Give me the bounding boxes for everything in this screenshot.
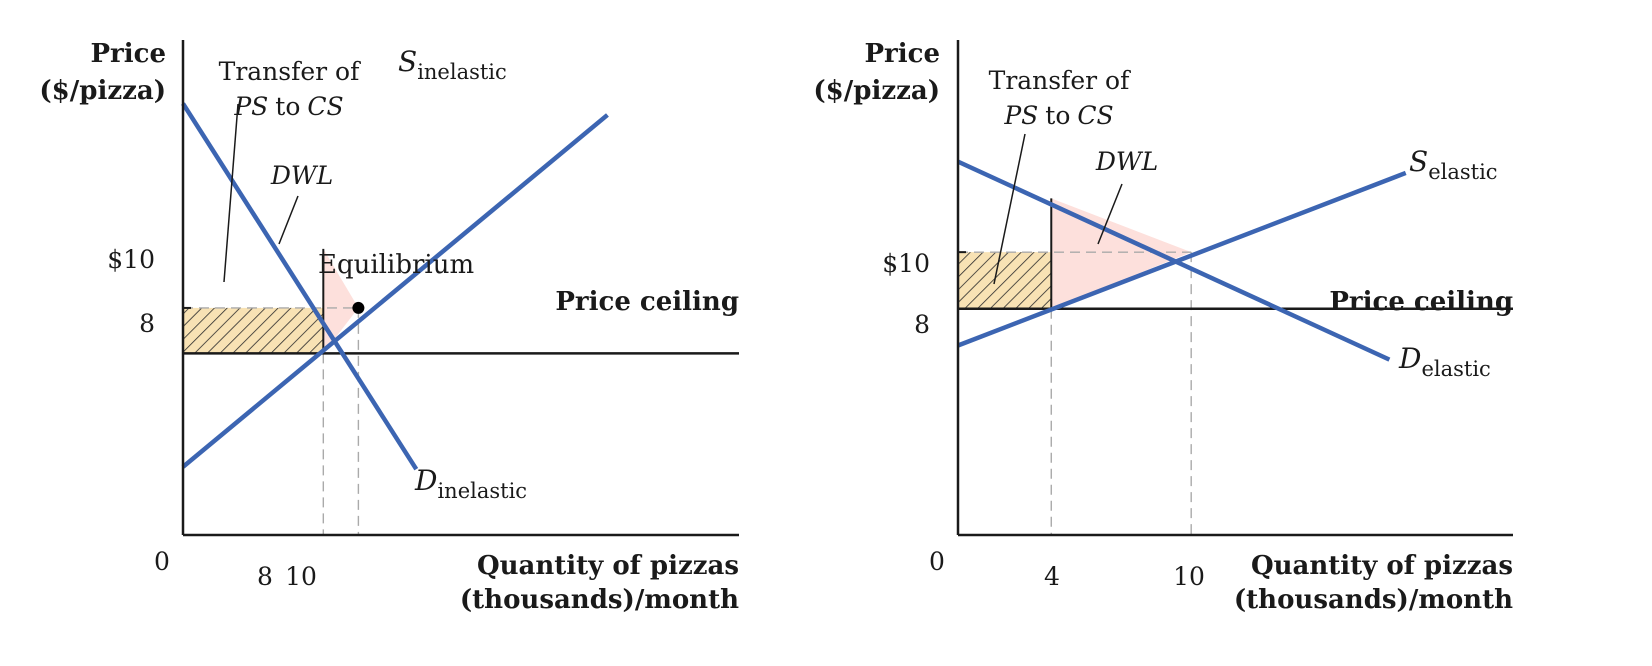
supply-label-main: S <box>1409 145 1428 178</box>
y-tick-label-10: $10 <box>882 249 930 278</box>
x-axis-label-line2: (thousands)/month <box>460 585 739 615</box>
equilibrium-point <box>352 301 365 314</box>
demand-label: Dinelastic <box>414 464 527 503</box>
supply-line <box>957 170 1407 348</box>
cs-abbr: CS <box>1077 101 1113 130</box>
ps-transfer-area <box>183 307 324 354</box>
equilibrium-label: Equilibrium <box>318 250 474 280</box>
dwl-area <box>323 248 359 354</box>
price-ceiling-label: Price ceiling <box>555 287 739 317</box>
supply-label: Selastic <box>1409 145 1498 184</box>
cs-abbr: CS <box>307 92 343 121</box>
demand-line <box>181 102 419 471</box>
panel-elastic: Price ($/pizza) Quantity of pizzas (thou… <box>813 39 1513 615</box>
dwl-label: DWL <box>270 161 333 190</box>
supply-label-sub: elastic <box>1428 160 1497 184</box>
x-axis-label-line2: (thousands)/month <box>1234 585 1513 615</box>
supply-label: Sinelastic <box>398 45 507 84</box>
y-tick-label-10: $10 <box>107 245 155 274</box>
demand-line <box>957 159 1391 362</box>
price-ceiling-label: Price ceiling <box>1329 287 1513 317</box>
x-axis-label-line1: Quantity of pizzas <box>477 551 739 581</box>
ps-leader-line <box>993 133 1026 285</box>
x-axis-label-line1: Quantity of pizzas <box>1251 551 1513 581</box>
ps-to-word: to <box>1045 101 1070 130</box>
x-tick-label-8: 8 <box>257 562 273 591</box>
ps-transfer-label-line2: PS to CS <box>1003 101 1113 130</box>
demand-label-sub: elastic <box>1421 357 1490 381</box>
y-tick-label-8: 8 <box>139 309 155 338</box>
y-axis-label-line1: Price <box>91 39 167 69</box>
dwl-leader-line <box>278 195 299 245</box>
dwl-label: DWL <box>1095 147 1158 176</box>
demand-label-main: D <box>1398 342 1421 375</box>
x-tick-label-10: 10 <box>1173 562 1205 591</box>
supply-label-main: S <box>398 45 417 78</box>
dwl-leader-line <box>1097 183 1123 245</box>
supply-label-sub: inelastic <box>417 60 507 84</box>
ps-leader-line <box>223 103 239 283</box>
ps-transfer-area <box>958 252 1052 309</box>
demand-label-sub: inelastic <box>437 479 527 503</box>
y-axis-label-line2: ($/pizza) <box>813 76 940 106</box>
y-tick-label-8: 8 <box>914 310 930 339</box>
ps-abbr: PS <box>1003 101 1038 130</box>
supply-line <box>181 113 609 469</box>
panel-inelastic: Price ($/pizza) Quantity of pizzas (thou… <box>39 39 739 615</box>
ps-transfer-label-line2: PS to CS <box>233 92 343 121</box>
x-tick-label-4: 4 <box>1044 562 1060 591</box>
demand-label: Delastic <box>1398 342 1491 381</box>
ps-transfer-label-line1: Transfer of <box>989 66 1131 95</box>
origin-label: 0 <box>929 547 945 576</box>
ps-abbr: PS <box>233 92 268 121</box>
y-axis-label-line1: Price <box>865 39 941 69</box>
ps-to-word: to <box>275 92 300 121</box>
x-tick-label-10: 10 <box>285 562 317 591</box>
dwl-area <box>1051 198 1192 309</box>
demand-label-main: D <box>414 464 437 497</box>
y-axis-label-line2: ($/pizza) <box>39 76 166 106</box>
origin-label: 0 <box>154 547 170 576</box>
ps-transfer-label-line1: Transfer of <box>219 57 361 86</box>
